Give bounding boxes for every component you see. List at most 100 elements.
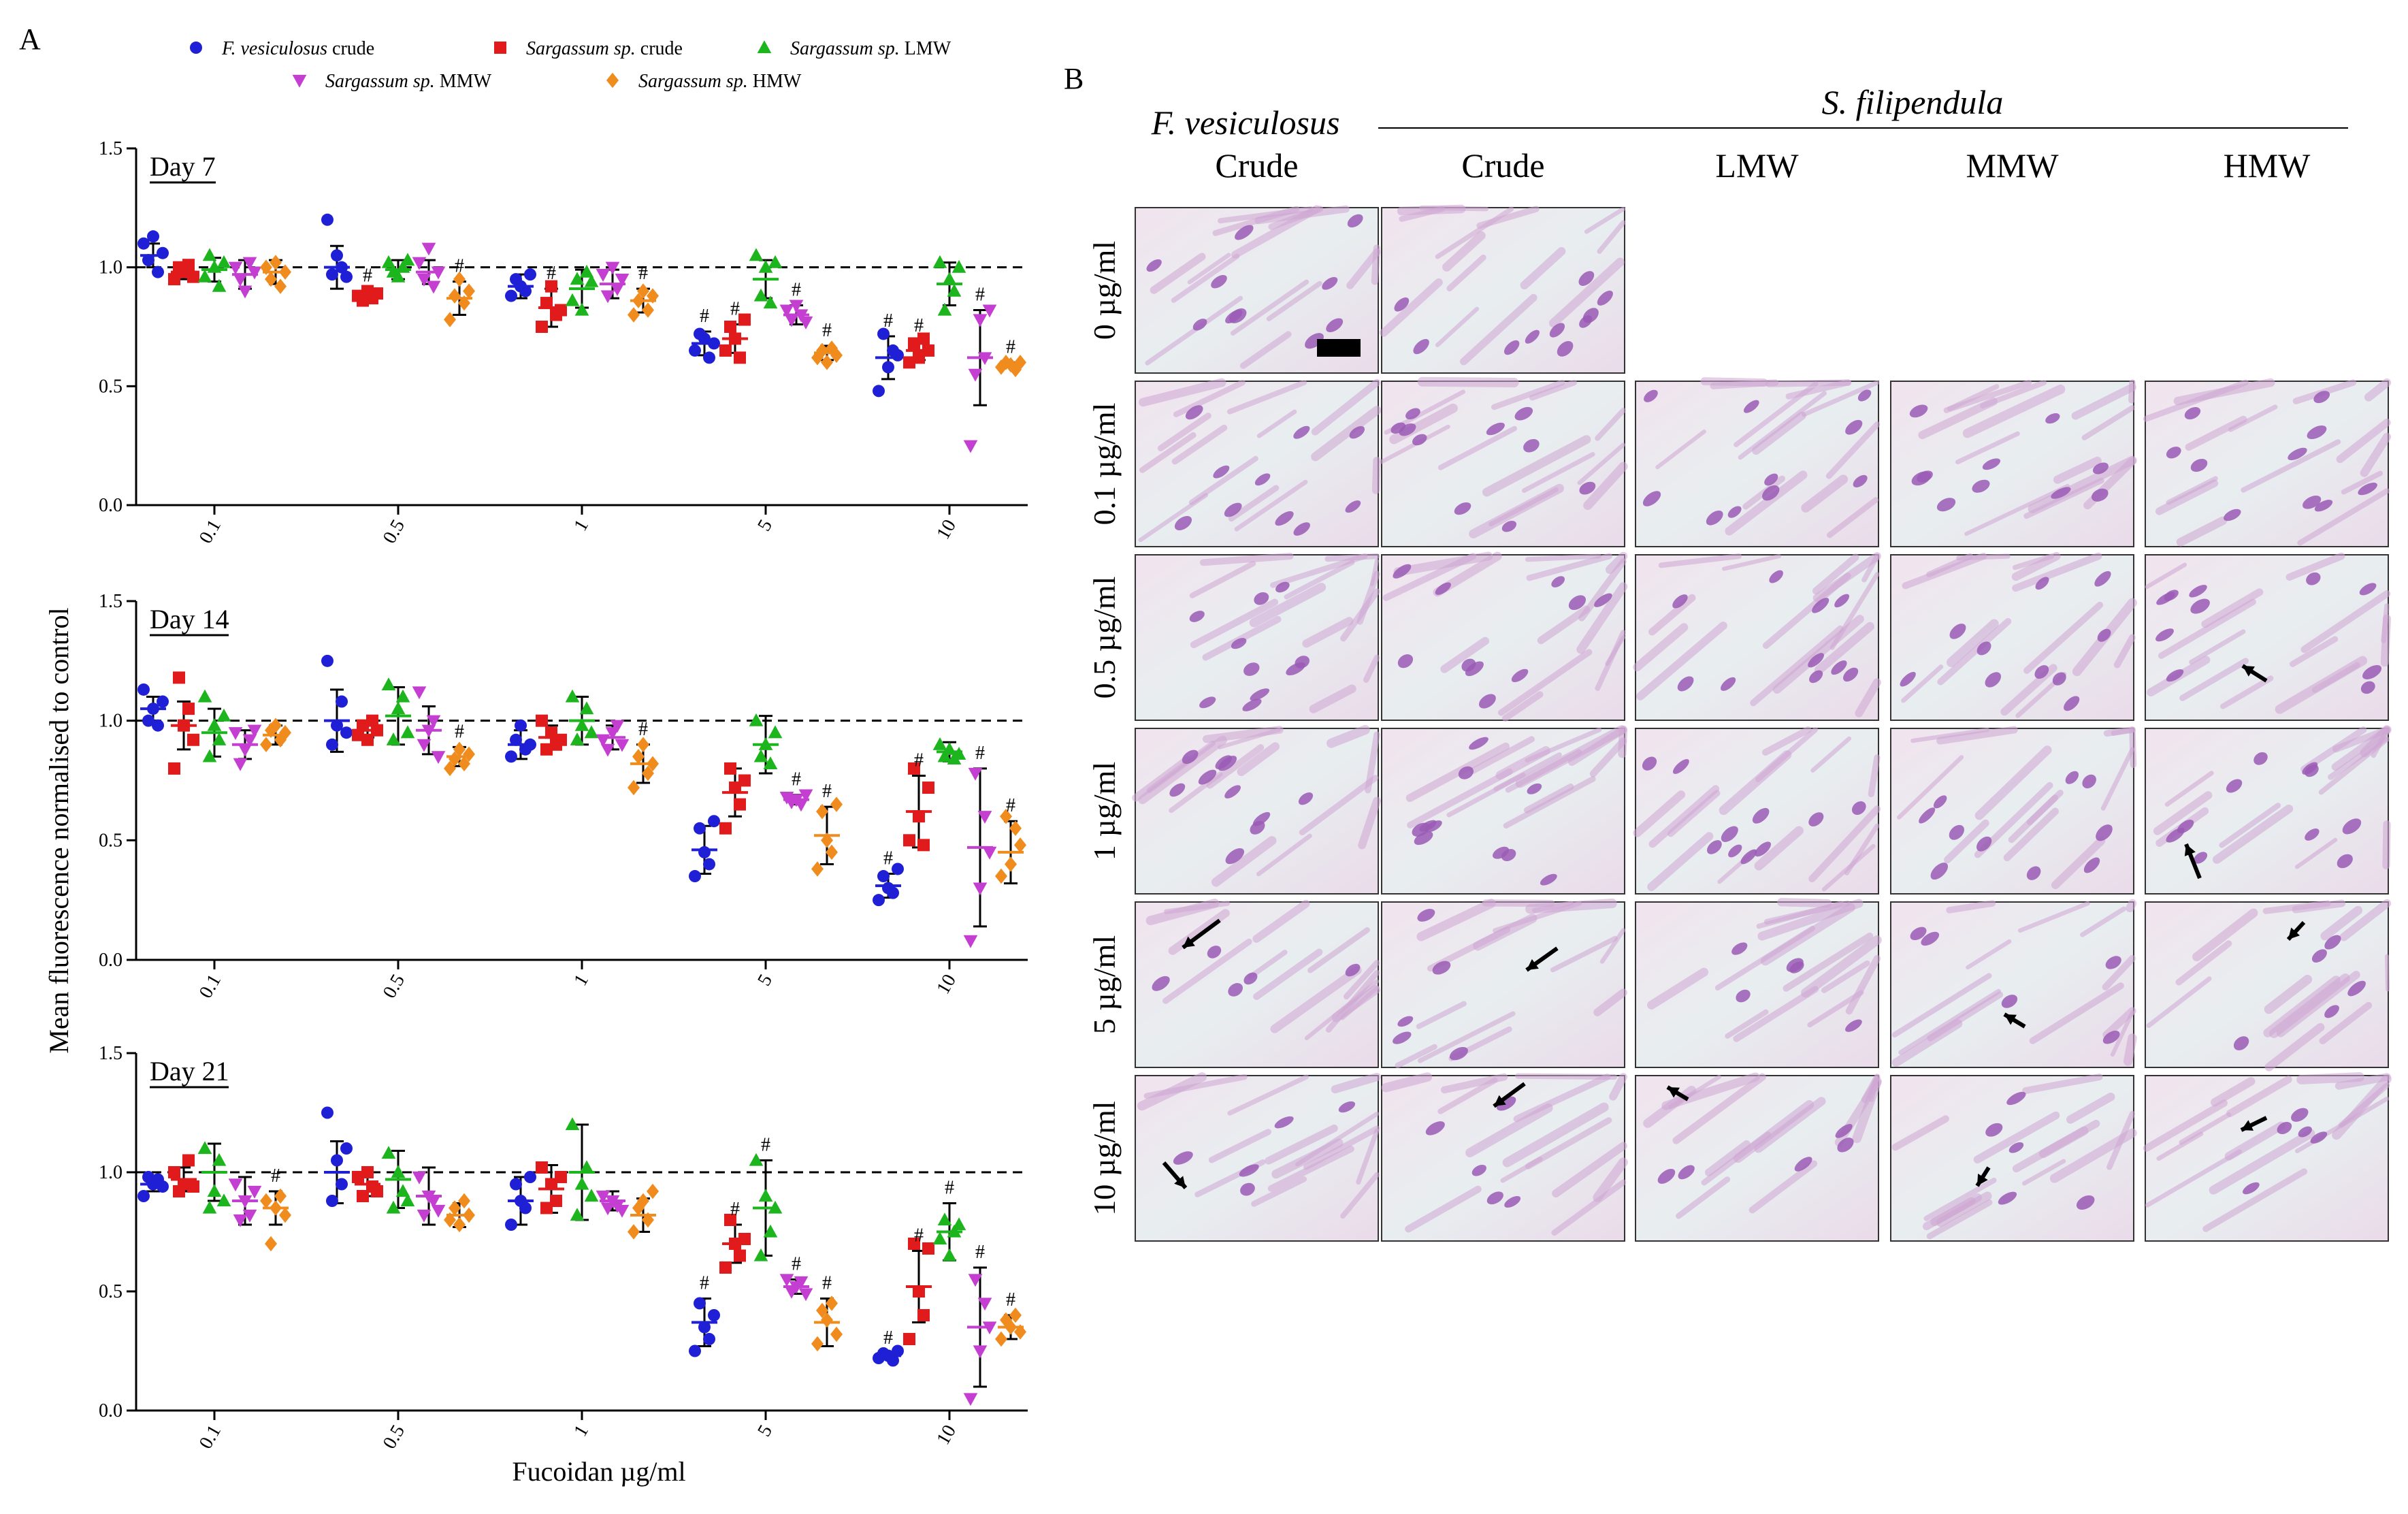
cell-fiber: [1270, 553, 1368, 588]
data-point: [784, 314, 799, 327]
cell-fiber: [1725, 470, 1808, 536]
column-header: LMW: [1715, 146, 1799, 184]
cell-fiber: [2066, 1092, 2115, 1124]
cell-fiber: [1476, 206, 1540, 229]
data-point: [357, 1190, 369, 1202]
cell-nucleus: [2102, 1030, 2120, 1044]
data-point: [400, 253, 415, 266]
cell-fiber: [1465, 1103, 1553, 1158]
cell-fiber: [2022, 1073, 2103, 1095]
data-point: [197, 1141, 212, 1155]
data-point: [417, 1209, 432, 1223]
data-point: [882, 361, 894, 374]
cell-fiber: [1145, 295, 1243, 366]
cell-fiber: [1802, 380, 1880, 417]
cell-fiber: [1661, 1072, 1760, 1110]
cell-fiber: [2145, 1149, 2242, 1208]
cell-fiber: [1230, 279, 1309, 336]
cell-fiber: [1331, 1072, 1382, 1094]
cell-nucleus: [1243, 972, 1258, 985]
indicator-arrow: [1182, 918, 1221, 950]
cell-nucleus: [2337, 854, 2353, 869]
cell-nucleus: [1213, 465, 1230, 479]
cell-nucleus: [2082, 774, 2096, 789]
data-point: [798, 316, 813, 329]
cell-fiber: [1491, 379, 1565, 410]
data-point: [247, 266, 262, 280]
cell-fiber: [2192, 908, 2258, 962]
data-point: [995, 868, 1007, 884]
cell-fiber: [1399, 206, 1446, 222]
cell-fiber: [2049, 1128, 2137, 1183]
row-header: 1 µg/ml: [1087, 762, 1122, 860]
cell-fiber: [2201, 588, 2264, 628]
cell-fiber: [1302, 617, 1354, 648]
cell-fiber: [2336, 419, 2391, 464]
data-point: [724, 321, 736, 333]
cell-fiber: [1801, 935, 1882, 998]
cell-nucleus: [2307, 425, 2327, 440]
cell-fiber: [1801, 474, 1849, 513]
micrograph-tile: [1635, 377, 1881, 547]
cell-fiber: [1722, 553, 1781, 571]
cell-nucleus: [1454, 502, 1471, 515]
data-point: [951, 259, 966, 273]
cell-nucleus: [1493, 846, 1510, 859]
cell-nucleus: [1242, 698, 1262, 711]
cell-nucleus: [2324, 1005, 2339, 1018]
data-point: [182, 259, 195, 272]
data-point: [615, 1204, 630, 1218]
data-point: [816, 803, 828, 820]
data-point: [708, 1309, 720, 1321]
data-point: [830, 347, 843, 364]
arrow-head: [1494, 1095, 1506, 1106]
data-point: [321, 1106, 333, 1119]
micrograph-tile: [1890, 726, 2137, 895]
cell-fiber: [1525, 727, 1602, 763]
cell-nucleus: [1326, 318, 1344, 332]
cell-nucleus: [2277, 1121, 2292, 1135]
micrograph-tile: [1135, 1072, 1382, 1242]
data-point: [642, 302, 654, 318]
data-point: [555, 733, 567, 746]
significance-hash: #: [975, 285, 985, 306]
data-point: [584, 1189, 599, 1202]
cell-fiber: [1855, 678, 1881, 718]
cell-fiber: [1446, 772, 1526, 818]
cell-fiber: [1482, 435, 1591, 497]
significance-hash: #: [792, 769, 801, 790]
cell-fiber: [1416, 1001, 1467, 1029]
y-tick-label: 1.0: [99, 1162, 123, 1183]
cell-fiber: [1752, 411, 1806, 455]
data-point: [463, 746, 475, 762]
cell-fiber: [1365, 731, 1380, 794]
data-point: [228, 261, 243, 275]
cell-fiber: [2145, 562, 2187, 590]
data-point: [444, 312, 456, 327]
cell-nucleus: [1469, 737, 1488, 750]
cell-fiber: [2384, 954, 2390, 992]
cell-fiber: [1814, 622, 1875, 675]
data-point: [647, 756, 659, 772]
cell-nucleus: [1240, 1182, 1255, 1196]
cell-nucleus: [1597, 290, 1613, 306]
cell-nucleus: [1752, 807, 1770, 824]
data-point: [381, 255, 396, 268]
cell-nucleus: [2026, 866, 2041, 880]
significance-hash: #: [822, 320, 832, 341]
significance-hash: #: [455, 256, 464, 277]
cell-nucleus: [1740, 849, 1757, 865]
cell-nucleus: [2305, 828, 2320, 841]
cell-nucleus: [1657, 1168, 1676, 1184]
cell-fiber: [1146, 740, 1216, 793]
cell-nucleus: [1727, 506, 1742, 518]
cell-nucleus: [1435, 582, 1451, 595]
data-point: [444, 1212, 456, 1228]
data-point: [574, 1176, 589, 1190]
data-point: [242, 257, 257, 270]
cell-nucleus: [2008, 1142, 2024, 1153]
cell-fiber: [1369, 558, 1380, 587]
cell-nucleus: [1169, 783, 1186, 797]
cell-fiber: [1380, 278, 1443, 337]
data-point: [421, 724, 436, 738]
